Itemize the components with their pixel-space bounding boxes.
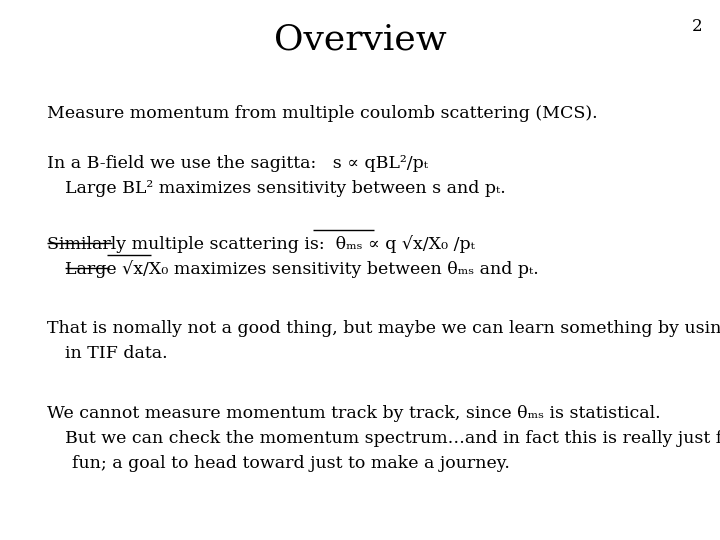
Text: fun; a goal to head toward just to make a journey.: fun; a goal to head toward just to make … bbox=[72, 455, 510, 472]
Text: We cannot measure momentum track by track, since θₘₛ is statistical.: We cannot measure momentum track by trac… bbox=[47, 405, 660, 422]
Text: But we can check the momentum spectrum…and in fact this is really just for: But we can check the momentum spectrum…a… bbox=[65, 430, 720, 447]
Text: Similarly multiple scattering is:  θₘₛ ∝ q √x/X₀ /pₜ: Similarly multiple scattering is: θₘₛ ∝ … bbox=[47, 235, 474, 253]
Text: Overview: Overview bbox=[274, 22, 446, 56]
Text: In a B-field we use the sagitta:   s ∝ qBL²/pₜ: In a B-field we use the sagitta: s ∝ qBL… bbox=[47, 155, 428, 172]
Text: Large BL² maximizes sensitivity between s and pₜ.: Large BL² maximizes sensitivity between … bbox=[65, 180, 505, 197]
Text: Measure momentum from multiple coulomb scattering (MCS).: Measure momentum from multiple coulomb s… bbox=[47, 105, 598, 122]
Text: in TIF data.: in TIF data. bbox=[65, 345, 168, 362]
Text: That is nomally not a good thing, but maybe we can learn something by using it: That is nomally not a good thing, but ma… bbox=[47, 320, 720, 337]
Text: 2: 2 bbox=[691, 18, 702, 35]
Text: Large √x/X₀ maximizes sensitivity between θₘₛ and pₜ.: Large √x/X₀ maximizes sensitivity betwee… bbox=[65, 260, 539, 278]
